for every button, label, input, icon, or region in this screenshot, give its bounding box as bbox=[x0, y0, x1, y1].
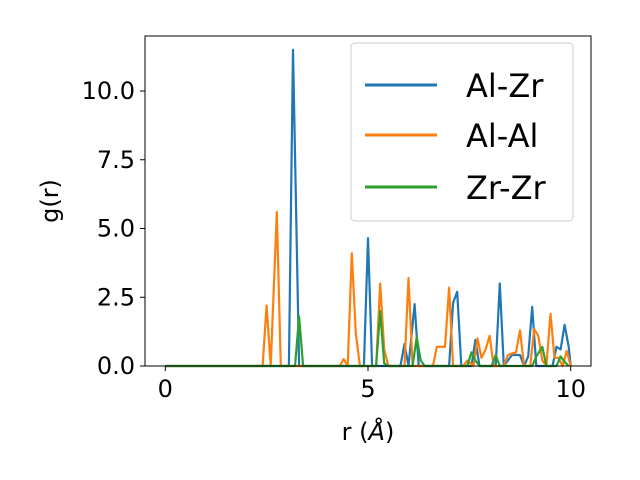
legend-box bbox=[350, 42, 574, 222]
series-line-zr-zr bbox=[165, 309, 570, 368]
legend-label-al-al: Al-Al bbox=[466, 117, 538, 155]
x-tick-label: 5 bbox=[360, 375, 375, 403]
x-axis-ticks: 0 5 10 bbox=[158, 366, 586, 403]
y-tick-label: 5.0 bbox=[97, 215, 135, 243]
x-axis-label: r (Å) bbox=[342, 417, 395, 446]
y-axis-label: g(r) bbox=[36, 179, 64, 223]
y-tick-label: 7.5 bbox=[97, 146, 135, 174]
y-tick-label: 2.5 bbox=[97, 283, 135, 311]
y-tick-label: 0.0 bbox=[97, 352, 135, 380]
x-tick-label: 10 bbox=[555, 375, 586, 403]
legend-label-zr-zr: Zr-Zr bbox=[466, 169, 547, 207]
legend: Al-Zr Al-Al Zr-Zr bbox=[350, 42, 574, 222]
legend-label-al-zr: Al-Zr bbox=[466, 67, 544, 105]
y-axis-ticks: 0.0 2.5 5.0 7.5 10.0 bbox=[82, 77, 145, 380]
y-tick-label: 10.0 bbox=[82, 77, 135, 105]
x-tick-label: 0 bbox=[158, 375, 173, 403]
